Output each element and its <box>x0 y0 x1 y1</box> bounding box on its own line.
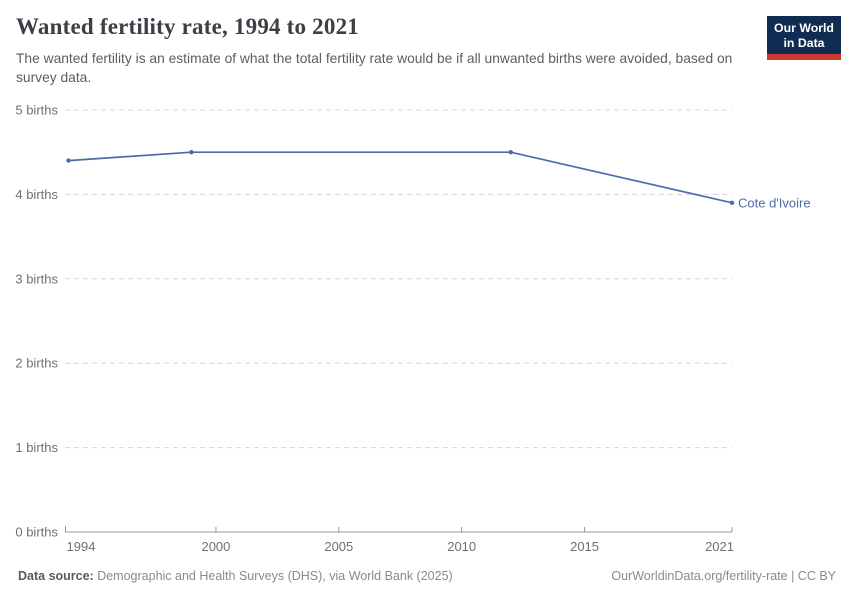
y-axis-tick-label: 2 births <box>15 356 58 371</box>
chart-header: Wanted fertility rate, 1994 to 2021 The … <box>16 14 756 87</box>
data-point <box>66 158 71 163</box>
x-axis-tick-label: 2010 <box>447 539 476 554</box>
y-axis-tick-label: 4 births <box>15 187 58 202</box>
data-point <box>508 150 513 155</box>
owid-logo: Our World in Data <box>767 16 841 60</box>
data-source-label: Data source: <box>18 569 94 583</box>
chart-subtitle: The wanted fertility is an estimate of w… <box>16 51 733 85</box>
data-point <box>189 150 194 155</box>
chart-footer: Data source: Demographic and Health Surv… <box>18 569 836 583</box>
data-point <box>729 200 735 205</box>
series-line <box>68 151 733 204</box>
x-axis-tick-label: 1994 <box>67 539 96 554</box>
data-source-text: Demographic and Health Surveys (DHS), vi… <box>93 569 453 583</box>
y-axis-tick-label: 3 births <box>15 271 58 286</box>
footer-link: OurWorldinData.org/fertility-rate | CC B… <box>611 569 836 583</box>
x-axis-tick-label: 2000 <box>201 539 230 554</box>
owid-logo-red-bar <box>767 54 841 60</box>
series-end-label: Cote d'Ivoire <box>738 195 811 210</box>
y-axis-tick-label: 1 births <box>15 440 58 455</box>
y-axis-tick-label: 0 births <box>15 525 58 540</box>
y-axis-tick-label: 5 births <box>15 103 58 118</box>
owid-logo-line2: in Data <box>783 35 825 50</box>
data-source: Data source: Demographic and Health Surv… <box>18 569 453 583</box>
x-axis-tick-label: 2015 <box>570 539 599 554</box>
x-axis-tick-label: 2021 <box>705 539 734 554</box>
x-axis-tick-label: 2005 <box>324 539 353 554</box>
chart-title: Wanted fertility rate, 1994 to 2021 <box>16 14 359 39</box>
owid-logo-line1: Our World <box>774 21 834 35</box>
owid-logo-text: Our World in Data <box>767 16 841 54</box>
